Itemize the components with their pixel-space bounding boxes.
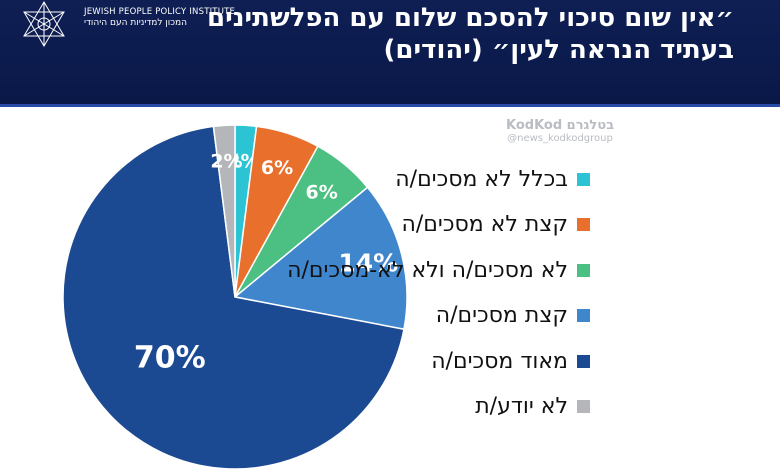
slice-value-label: 14% — [338, 248, 398, 277]
legend-swatch — [577, 263, 590, 277]
legend-label: מאוד מסכים/ה — [431, 348, 568, 374]
chart-title: ״אין שום סיכוי להסכם שלום עם הפלשתינים ב… — [206, 2, 734, 66]
logo-hebrew-text: המכון למדיניות העם היהודי — [84, 18, 188, 28]
legend-item: קצת לא מסכים/ה — [330, 208, 590, 242]
legend-label: קצת מסכים/ה — [435, 303, 568, 328]
legend-item: קצת מסכים/ה — [330, 299, 590, 333]
title-line-2: בעתיד הנראה לעין״ (יהודים) — [383, 35, 734, 65]
telegram-watermark: בטלגרם KodKod @news_kodkodgroup — [495, 118, 625, 144]
legend-label: לא מסכים/ה ולא לא-מסכים/ה — [287, 257, 568, 283]
legend-swatch — [577, 309, 590, 322]
pie-slice — [212, 124, 236, 298]
watermark-handle: @news_kodkodgroup — [507, 133, 613, 144]
legend-label: לא יודע/ת — [475, 394, 568, 419]
legend-swatch — [577, 400, 590, 413]
star-of-david-icon — [23, 1, 65, 47]
slice-value-label: 2% — [210, 150, 242, 172]
legend-label: בכלל לא מסכים/ה — [395, 166, 568, 192]
legend-swatch — [577, 172, 590, 186]
slice-value-label: 6% — [261, 157, 293, 179]
legend-label: קצת לא מסכים/ה — [401, 212, 568, 237]
legend-item: לא מסכים/ה ולא לא-מסכים/ה — [287, 253, 590, 287]
pie-slice — [233, 186, 408, 331]
slice-value-label: 70% — [134, 341, 206, 376]
legend-swatch — [577, 218, 590, 231]
legend-item: בכלל לא מסכים/ה — [330, 162, 590, 196]
header-divider — [0, 104, 780, 107]
watermark-main-text: בטלגרם KodKod — [505, 118, 614, 133]
slice-value-label: 6% — [305, 181, 337, 203]
legend-item: לא יודע/ת — [330, 390, 590, 424]
institute-logo: JEWISH PEOPLE POLICY INSTITUTE המכון למד… — [4, 0, 235, 48]
logo-english-text: JEWISH PEOPLE POLICY INSTITUTE — [84, 7, 236, 17]
header-bar: JEWISH PEOPLE POLICY INSTITUTE המכון למד… — [0, 0, 780, 104]
legend-swatch — [577, 354, 590, 368]
legend-item: מאוד מסכים/ה — [330, 344, 590, 378]
title-line-1: ״אין שום סיכוי להסכם שלום עם הפלשתינים — [206, 3, 734, 33]
chart-legend: בכלל לא מסכים/ה קצת לא מסכים/ה לא מסכים/ה … — [287, 162, 590, 435]
pie-slice — [62, 125, 405, 470]
